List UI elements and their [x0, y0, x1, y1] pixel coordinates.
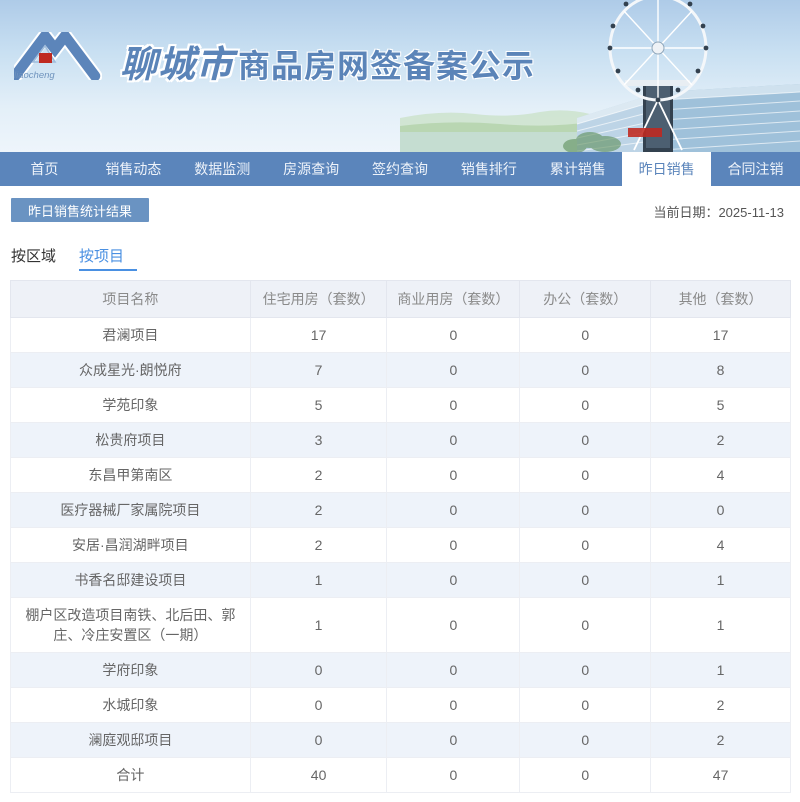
svg-text:liaocheng: liaocheng — [14, 70, 55, 80]
